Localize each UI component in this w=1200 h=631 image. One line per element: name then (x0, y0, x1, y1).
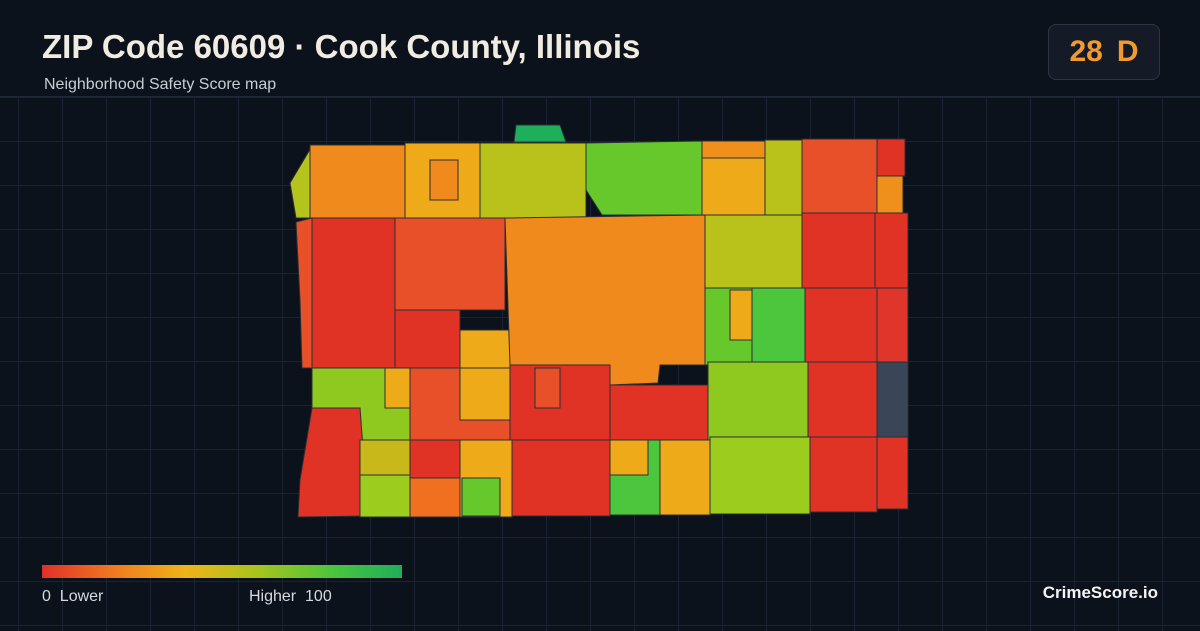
tract (801, 138, 878, 214)
tract (659, 439, 711, 516)
tract (729, 289, 753, 341)
tract (295, 217, 313, 369)
score-value: 28 (1069, 35, 1103, 68)
legend-max: 100 (305, 588, 332, 605)
tract (289, 144, 313, 219)
legend-min-label: Lower (59, 588, 104, 605)
tract (874, 212, 909, 289)
tracts (289, 124, 909, 518)
tract (585, 140, 703, 216)
tract (409, 477, 461, 518)
tract (311, 217, 396, 369)
legend-max-label: Higher (249, 588, 297, 605)
tract (751, 287, 806, 363)
tract (701, 140, 766, 159)
tract (309, 144, 406, 219)
tract (534, 367, 561, 409)
legend-high: Higher 100 (249, 588, 332, 606)
tract (429, 159, 459, 201)
brand: CrimeScore.io (1042, 583, 1158, 602)
tract (394, 309, 461, 369)
tract (876, 361, 909, 438)
score-grade: D (1116, 35, 1139, 68)
legend-min: 0 (42, 588, 51, 605)
title: ZIP Code 60609 · Cook County, Illinois (42, 28, 641, 65)
tract (609, 384, 709, 441)
tract (807, 361, 878, 438)
tract (707, 361, 809, 441)
tract (609, 439, 649, 476)
tract (513, 124, 567, 143)
tract (809, 436, 878, 513)
legend-gradient (42, 565, 402, 578)
tract (504, 214, 706, 386)
tract (459, 329, 511, 369)
tract (394, 217, 506, 311)
tract (409, 439, 461, 479)
tract (384, 367, 411, 409)
tract (876, 138, 906, 177)
tract (479, 142, 587, 219)
tract (804, 287, 878, 363)
tract (704, 214, 813, 289)
legend-low: 0 Lower (42, 588, 103, 606)
tract (876, 287, 909, 363)
tract (801, 212, 876, 289)
tract (297, 407, 369, 518)
tract (876, 175, 904, 214)
score-badge: 28 D (1048, 24, 1160, 80)
tract (511, 439, 611, 517)
tract (461, 477, 501, 517)
tract (876, 436, 909, 510)
tract (764, 139, 803, 216)
tract (359, 439, 411, 476)
subtitle: Neighborhood Safety Score map (44, 76, 277, 93)
tract (459, 367, 511, 421)
tract (709, 436, 811, 515)
